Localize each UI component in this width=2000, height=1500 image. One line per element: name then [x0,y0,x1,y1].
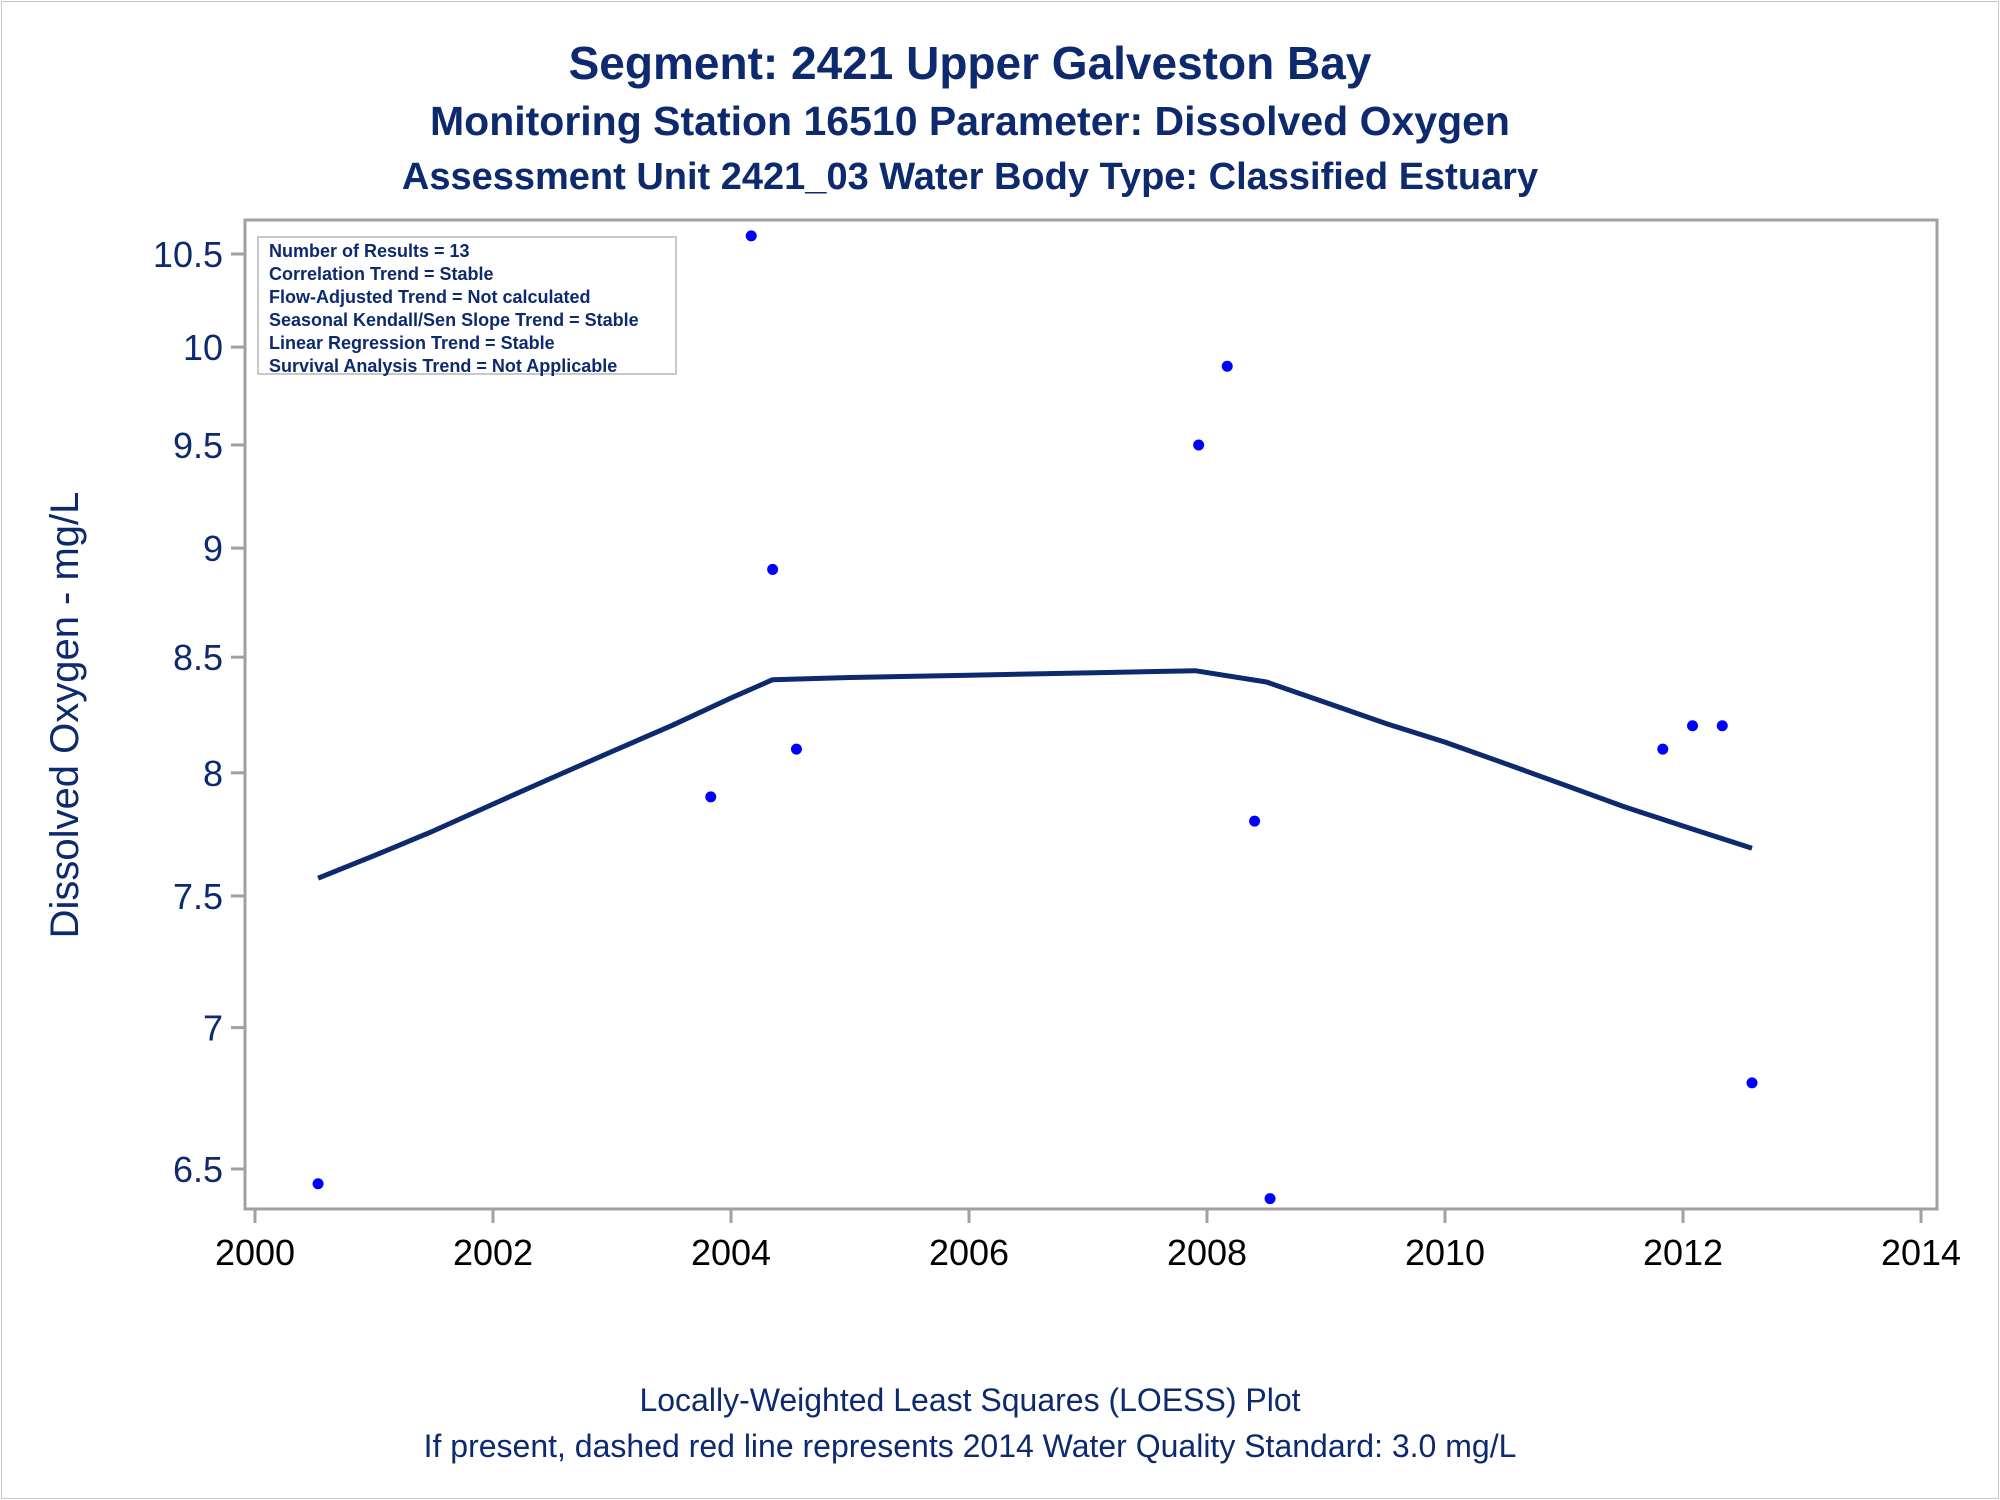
chart-subtitle: Monitoring Station 16510 Parameter: Diss… [430,98,1510,144]
data-point [1264,1193,1276,1205]
data-point [767,563,779,575]
data-point [745,230,757,242]
chart-title: Segment: 2421 Upper Galveston Bay [568,37,1372,89]
footnote-standard: If present, dashed red line represents 2… [423,1428,1517,1464]
data-point [1657,743,1669,755]
legend-line-results: Number of Results = 13 [269,241,470,261]
legend-line-linear-regression: Linear Regression Trend = Stable [269,333,555,353]
y-tick-label: 9 [203,528,223,569]
y-tick-label: 10.5 [153,234,223,275]
legend-line-correlation: Correlation Trend = Stable [269,264,494,284]
loess-line [317,668,1753,881]
data-point [1221,360,1233,372]
footnote-loess: Locally-Weighted Least Squares (LOESS) P… [639,1382,1301,1418]
y-tick-label: 8.5 [173,637,223,678]
x-tick-label: 2008 [1167,1232,1247,1273]
y-tick-label: 10 [183,327,223,368]
x-tick-label: 2006 [929,1232,1009,1273]
data-point [1687,720,1699,732]
y-tick-label: 9.5 [173,425,223,466]
loess-layer [317,668,1753,881]
data-point [1746,1077,1758,1089]
chart-subtitle-2: Assessment Unit 2421_03 Water Body Type:… [401,156,1539,198]
y-tick-label: 6.5 [173,1149,223,1190]
data-point [1716,720,1728,732]
y-tick-label: 8 [203,753,223,794]
data-point [312,1178,324,1190]
y-tick-label: 7 [203,1008,223,1049]
data-point [790,743,802,755]
y-axis: 6.5 7 7.5 8 8.5 9 9.5 10 10.5 [153,234,245,1190]
legend-line-survival: Survival Analysis Trend = Not Applicable [269,356,618,376]
x-tick-label: 2004 [691,1232,771,1273]
x-tick-label: 2012 [1643,1232,1723,1273]
trend-legend-box: Number of Results = 13 Correlation Trend… [257,236,677,376]
points-layer [312,230,1758,1205]
y-tick-label: 7.5 [173,876,223,917]
data-point [705,791,717,803]
data-point [1193,439,1205,451]
data-point [1249,815,1261,827]
x-tick-label: 2000 [215,1232,295,1273]
legend-line-flow-adjusted: Flow-Adjusted Trend = Not calculated [269,287,591,307]
plot-area-frame [243,218,1939,1211]
y-axis-label: Dissolved Oxygen - mg/L [43,492,87,939]
legend-line-seasonal-kendall: Seasonal Kendall/Sen Slope Trend = Stabl… [269,310,639,330]
x-tick-label: 2002 [453,1232,533,1273]
x-axis: 2000 2002 2004 2006 2008 2010 2012 2014 [215,1209,1961,1273]
x-tick-label: 2014 [1881,1232,1961,1273]
x-tick-label: 2010 [1405,1232,1485,1273]
